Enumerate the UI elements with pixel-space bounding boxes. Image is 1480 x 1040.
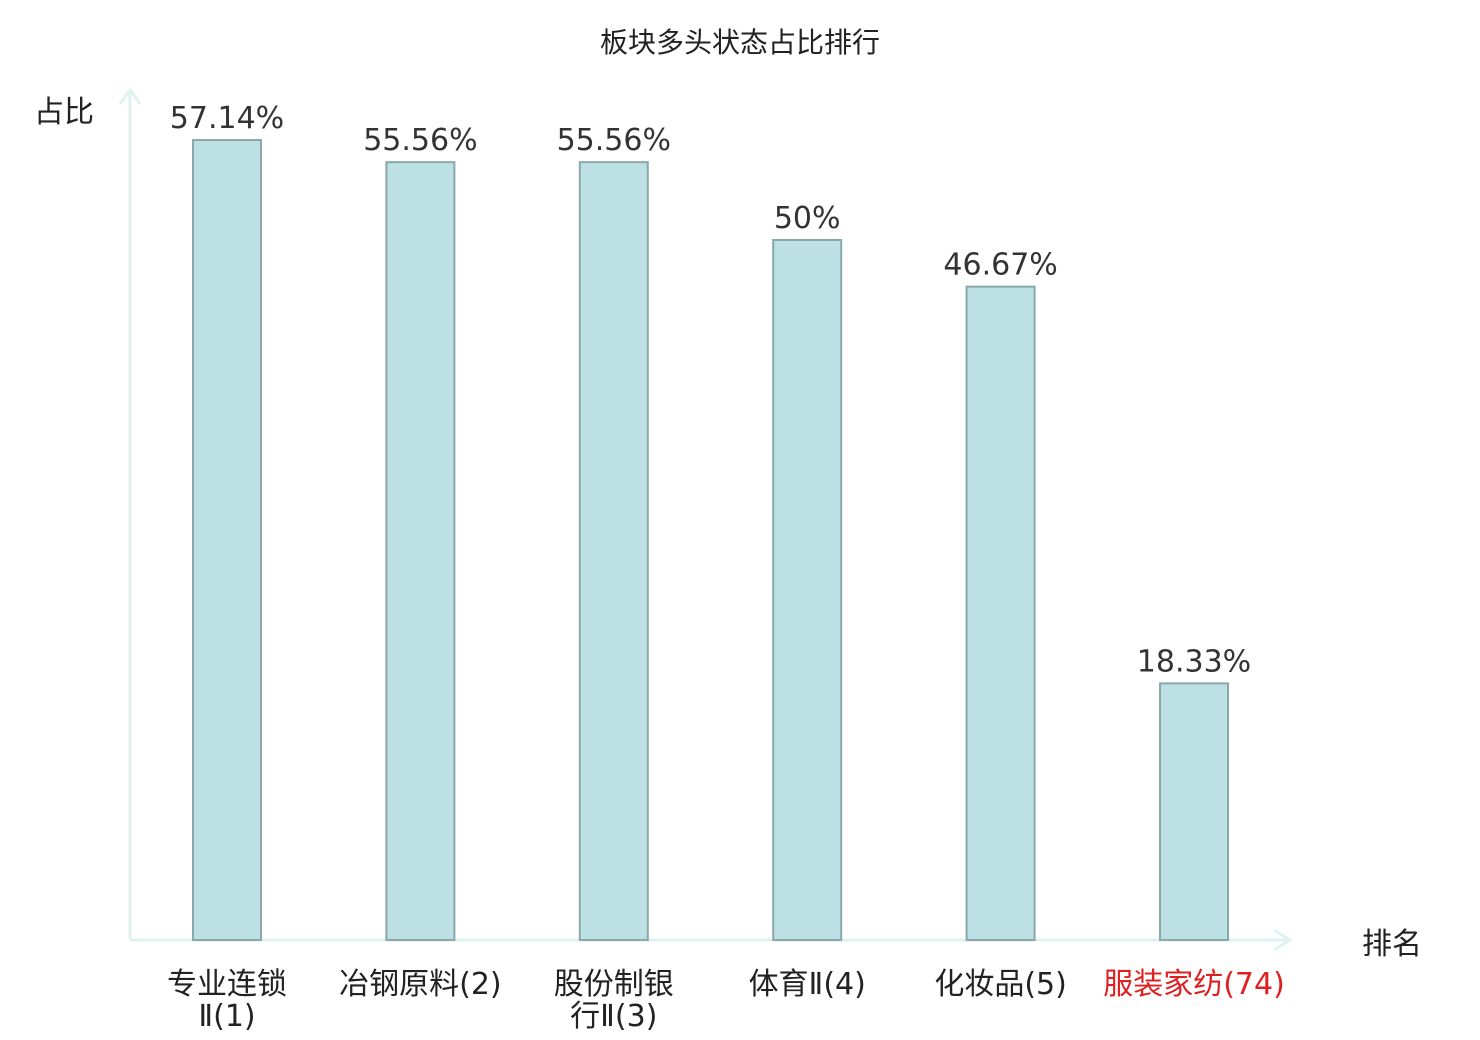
x-tick-label: 体育Ⅱ(4) <box>749 967 866 1002</box>
bars <box>192 139 1229 942</box>
data-label: 46.67% <box>943 248 1057 283</box>
data-label: 55.56% <box>363 123 477 158</box>
bar <box>578 161 649 942</box>
x-tick-label: 化妆品(5) <box>934 967 1067 1002</box>
value-labels: 57.14% 55.56% 55.56% 50% 46.67% 18.33% <box>170 101 1251 679</box>
data-label: 50% <box>774 201 841 236</box>
bar <box>1159 682 1229 941</box>
y-axis-arrow <box>118 87 142 105</box>
bar <box>965 285 1036 941</box>
x-axis-arrow <box>1273 928 1293 952</box>
data-label: 57.14% <box>170 101 284 136</box>
data-label: 18.33% <box>1137 644 1251 679</box>
x-axis-label: 排名 <box>1362 927 1422 962</box>
axes <box>118 87 1293 952</box>
x-tick-label: 专业连锁 <box>167 967 287 1002</box>
x-tick-label: 服装家纺(74) <box>1103 967 1285 1002</box>
y-axis-label: 占比 <box>34 95 94 130</box>
bar <box>385 161 456 942</box>
bar <box>772 239 843 941</box>
x-tick-label: Ⅱ(1) <box>198 999 255 1034</box>
x-tick-label: 冶钢原料(2) <box>339 967 502 1002</box>
bar <box>192 139 262 942</box>
x-tick-label: 股份制银 <box>554 967 674 1002</box>
data-label: 55.56% <box>557 123 671 158</box>
chart-title: 板块多头状态占比排行 <box>600 26 880 59</box>
x-tick-label: 行Ⅱ(3) <box>570 999 657 1034</box>
